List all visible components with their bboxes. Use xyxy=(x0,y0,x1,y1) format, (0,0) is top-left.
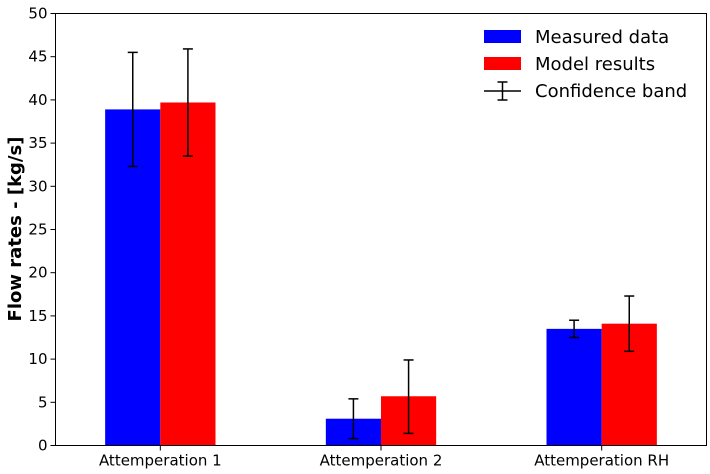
error-bar-measured-data-attemperation-rh xyxy=(569,319,580,339)
legend-label: Confidence band xyxy=(535,81,687,102)
y-tick-label: 15 xyxy=(28,307,47,325)
error-bar-measured-data-attemperation-2 xyxy=(348,398,359,440)
error-bar-model-results-attemperation-1 xyxy=(182,48,193,157)
legend-item-measured-data: Measured data xyxy=(484,27,669,48)
x-axis: Attemperation 1 Attemperation 2 Attemperat… xyxy=(99,445,669,470)
error-bar-measured-data-attemperation-1 xyxy=(127,51,138,168)
y-tick-label: 45 xyxy=(28,48,47,66)
y-tick-label: 30 xyxy=(28,177,47,195)
legend-item-confidence-band: Confidence band xyxy=(484,81,687,102)
legend-swatch xyxy=(484,57,521,70)
y-tick-label: 0 xyxy=(38,437,48,455)
bar-measured-data-attemperation-rh xyxy=(546,328,602,446)
y-tick-label: 50 xyxy=(28,5,47,23)
y-axis-title: Flow rates - [kg/s] xyxy=(5,137,26,322)
legend-label: Model results xyxy=(535,54,655,75)
legend-item-model-results: Model results xyxy=(484,54,655,75)
legend: Measured data Model results Confidence ban… xyxy=(484,27,687,102)
bar-model-results-attemperation-1 xyxy=(160,102,216,446)
legend-label: Measured data xyxy=(535,27,669,48)
error-bars-layer xyxy=(127,48,635,440)
y-tick-label: 5 xyxy=(38,393,48,411)
y-axis: 0 5 10 15 20 25 30 35 40 45 50 xyxy=(28,5,56,455)
x-tick-label: Attemperation RH xyxy=(534,452,669,470)
y-tick-label: 40 xyxy=(28,91,47,109)
y-tick-label: 20 xyxy=(28,264,47,282)
legend-swatch xyxy=(484,30,521,43)
y-tick-label: 25 xyxy=(28,221,47,239)
error-bar-model-results-attemperation-rh xyxy=(624,295,635,353)
y-tick-label: 35 xyxy=(28,134,47,152)
error-bar-model-results-attemperation-2 xyxy=(403,359,414,435)
y-tick-label: 10 xyxy=(28,350,47,368)
x-tick-label: Attemperation 2 xyxy=(320,452,443,470)
x-tick-label: Attemperation 1 xyxy=(99,452,222,470)
